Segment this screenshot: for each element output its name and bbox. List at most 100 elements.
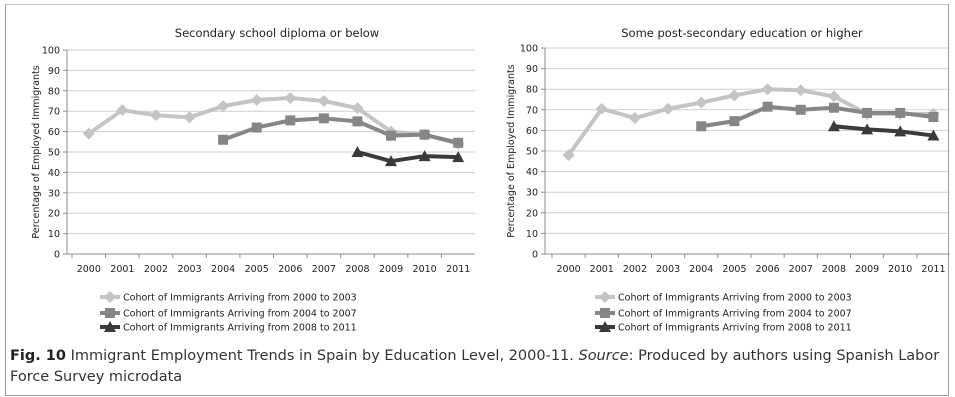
data-point [795, 104, 806, 115]
data-point [183, 111, 196, 124]
data-point [82, 127, 95, 140]
chart-2: Some post-secondary education or higher P… [506, 26, 950, 334]
legend-label: Cohort of Immigrants Arriving from 2004 … [618, 309, 852, 320]
caption-text: Immigrant Employment Trends in Spain by … [66, 348, 579, 364]
y-tick-label: 10 [48, 229, 60, 240]
y-tick-label: 10 [526, 229, 538, 240]
data-point [217, 100, 230, 113]
data-point [895, 107, 906, 118]
data-point [762, 101, 773, 112]
data-point [452, 151, 465, 163]
data-point [861, 123, 874, 135]
data-point [695, 96, 708, 109]
legend-swatch-marker [600, 308, 610, 318]
y-tick-label: 20 [48, 209, 60, 220]
data-point [828, 102, 839, 113]
x-tick-label: 2003 [177, 264, 201, 275]
figure-charts: Secondary school diploma or below Percent… [31, 26, 950, 334]
y-tick-label: 80 [48, 86, 60, 97]
data-point [318, 113, 329, 124]
x-tick-label: 2005 [722, 264, 746, 275]
series-line [566, 87, 936, 158]
series-3 [827, 120, 940, 141]
data-point [927, 129, 940, 141]
data-point [418, 150, 431, 162]
data-point [218, 134, 229, 145]
y-tick-label: 60 [48, 127, 60, 138]
legend-label: Cohort of Immigrants Arriving from 2008 … [123, 323, 357, 334]
chart-1: Secondary school diploma or below Percent… [31, 26, 475, 334]
y-tick-label: 90 [48, 66, 60, 77]
x-tick-label: 2011 [921, 264, 945, 275]
y-axis-title: Percentage of Employed Immigrants [31, 65, 42, 238]
caption-source-text: : Produced by authors using Spanish Labo… [10, 348, 940, 385]
data-point [116, 104, 129, 117]
x-tick-label: 2006 [278, 264, 302, 275]
y-tick-label: 40 [48, 168, 60, 179]
figure-caption: Fig. 10 Immigrant Employment Trends in S… [10, 346, 940, 388]
x-tick-label: 2010 [413, 264, 437, 275]
data-point [317, 95, 330, 107]
x-tick-label: 2001 [590, 264, 614, 275]
data-point [761, 83, 774, 96]
data-point [894, 125, 907, 137]
x-tick-label: 2001 [110, 264, 134, 275]
x-tick-label: 2002 [623, 264, 647, 275]
series-1 [82, 91, 465, 150]
chart-title: Secondary school diploma or below [175, 26, 379, 40]
legend-swatch-marker [105, 308, 115, 318]
legend-swatch-marker [599, 291, 611, 303]
y-tick-label: 90 [526, 64, 538, 75]
x-tick-label: 2007 [312, 264, 336, 275]
legend-swatch-marker [599, 321, 611, 332]
series-line [221, 116, 461, 145]
legend-swatch-marker [104, 321, 116, 332]
y-tick-label: 50 [526, 147, 538, 158]
legend-swatch-marker [104, 291, 116, 303]
y-tick-label: 20 [526, 208, 538, 219]
x-tick-label: 2008 [345, 264, 369, 275]
y-tick-label: 70 [526, 105, 538, 116]
data-point [595, 102, 608, 115]
data-point [728, 89, 741, 102]
series-3 [351, 146, 465, 167]
x-tick-label: 2002 [144, 264, 168, 275]
x-tick-label: 2006 [755, 264, 779, 275]
y-tick-label: 0 [54, 250, 60, 261]
series-line [86, 95, 461, 146]
data-point [419, 129, 430, 140]
x-tick-label: 2004 [211, 264, 235, 275]
x-tick-label: 2004 [689, 264, 713, 275]
x-tick-label: 2009 [855, 264, 879, 275]
series-line [699, 104, 936, 129]
legend-label: Cohort of Immigrants Arriving from 2004 … [123, 309, 357, 320]
data-point [862, 107, 873, 118]
y-axis-title: Percentage of Employed Immigrants [506, 64, 517, 237]
legend-label: Cohort of Immigrants Arriving from 2008 … [618, 323, 852, 334]
x-tick-label: 2000 [77, 264, 101, 275]
data-point [562, 149, 575, 162]
figure-frame [5, 4, 949, 396]
legend-label: Cohort of Immigrants Arriving from 2000 … [618, 293, 852, 304]
data-point [351, 146, 364, 157]
data-point [729, 116, 740, 127]
caption-label: Fig. 10 [10, 348, 66, 364]
data-point [284, 91, 297, 104]
x-tick-label: 2007 [789, 264, 813, 275]
y-tick-label: 60 [526, 126, 538, 137]
legend-label: Cohort of Immigrants Arriving from 2000 … [123, 293, 357, 304]
x-tick-label: 2003 [656, 264, 680, 275]
series-2 [218, 113, 464, 148]
series-line [355, 150, 461, 164]
data-point [250, 93, 263, 106]
data-point [827, 120, 840, 132]
data-point [352, 116, 363, 127]
data-point [386, 130, 397, 141]
y-tick-label: 70 [48, 107, 60, 118]
series-1 [562, 83, 940, 162]
x-tick-label: 2000 [556, 264, 580, 275]
series-line [831, 124, 936, 138]
x-tick-label: 2009 [379, 264, 403, 275]
x-tick-label: 2008 [822, 264, 846, 275]
y-tick-label: 100 [520, 44, 538, 55]
